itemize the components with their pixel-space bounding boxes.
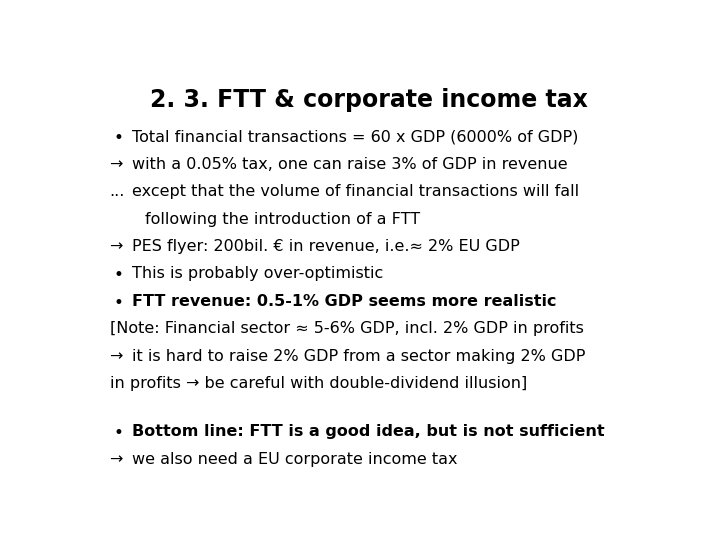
- Text: PES flyer: 200bil. € in revenue, i.e.≈ 2% EU GDP: PES flyer: 200bil. € in revenue, i.e.≈ 2…: [132, 239, 520, 254]
- Text: →: →: [109, 349, 123, 364]
- Text: →: →: [109, 157, 123, 172]
- Text: we also need a EU corporate income tax: we also need a EU corporate income tax: [132, 452, 457, 467]
- Text: •: •: [114, 266, 123, 285]
- Text: FTT revenue: 0.5-1% GDP seems more realistic: FTT revenue: 0.5-1% GDP seems more reali…: [132, 294, 557, 309]
- Text: Bottom line: FTT is a good idea, but is not sufficient: Bottom line: FTT is a good idea, but is …: [132, 424, 605, 440]
- Text: ...: ...: [109, 184, 125, 199]
- Text: except that the volume of financial transactions will fall: except that the volume of financial tran…: [132, 184, 579, 199]
- Text: •: •: [114, 294, 123, 312]
- Text: •: •: [114, 129, 123, 147]
- Text: [Note: Financial sector ≈ 5-6% GDP, incl. 2% GDP in profits: [Note: Financial sector ≈ 5-6% GDP, incl…: [109, 321, 583, 336]
- Text: →: →: [109, 239, 123, 254]
- Text: following the introduction of a FTT: following the introduction of a FTT: [145, 212, 420, 227]
- Text: →: →: [109, 452, 123, 467]
- Text: This is probably over-optimistic: This is probably over-optimistic: [132, 266, 383, 281]
- Text: Total financial transactions = 60 x GDP (6000% of GDP): Total financial transactions = 60 x GDP …: [132, 129, 578, 144]
- Text: it is hard to raise 2% GDP from a sector making 2% GDP: it is hard to raise 2% GDP from a sector…: [132, 349, 585, 364]
- Text: in profits → be careful with double-dividend illusion]: in profits → be careful with double-divi…: [109, 376, 527, 392]
- Text: with a 0.05% tax, one can raise 3% of GDP in revenue: with a 0.05% tax, one can raise 3% of GD…: [132, 157, 567, 172]
- Text: •: •: [114, 424, 123, 442]
- Text: 2. 3. FTT & corporate income tax: 2. 3. FTT & corporate income tax: [150, 87, 588, 112]
